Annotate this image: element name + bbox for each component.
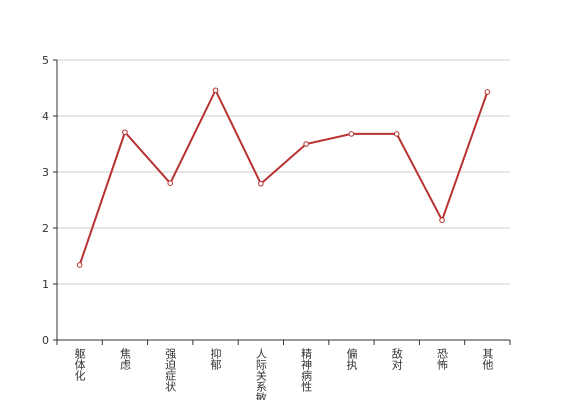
- y-tick-label: 5: [42, 54, 49, 67]
- y-tick-label: 2: [42, 222, 49, 235]
- x-tick-label: 强迫症状: [164, 348, 177, 392]
- point: [303, 141, 309, 147]
- point: [167, 180, 174, 186]
- x-tick-label: 恐怖: [436, 348, 449, 370]
- point: [348, 131, 355, 137]
- x-tick-label: 敌对: [390, 347, 403, 370]
- line: [78, 87, 489, 266]
- y-tick-label: 4: [42, 110, 49, 123]
- point: [122, 129, 128, 136]
- x-tick-label: 躯体化: [73, 348, 86, 382]
- point: [484, 89, 491, 95]
- point: [439, 217, 445, 223]
- y-tick-label: 1: [42, 278, 49, 291]
- x-tick-label: 精神病性: [300, 348, 313, 393]
- point: [258, 180, 264, 187]
- x-tick-label: 其他: [481, 348, 494, 370]
- x-tick-label: 抑郁: [209, 347, 222, 370]
- point: [76, 262, 83, 268]
- x-tick-label: 焦虑: [118, 348, 131, 370]
- point: [393, 131, 400, 137]
- y-tick-label: 0: [42, 334, 49, 347]
- x-tick-label: 偏执: [345, 347, 358, 371]
- x-tick-label: 人际关系敏感: [254, 348, 267, 400]
- y-tick-label: 3: [42, 166, 49, 179]
- point: [212, 87, 219, 94]
